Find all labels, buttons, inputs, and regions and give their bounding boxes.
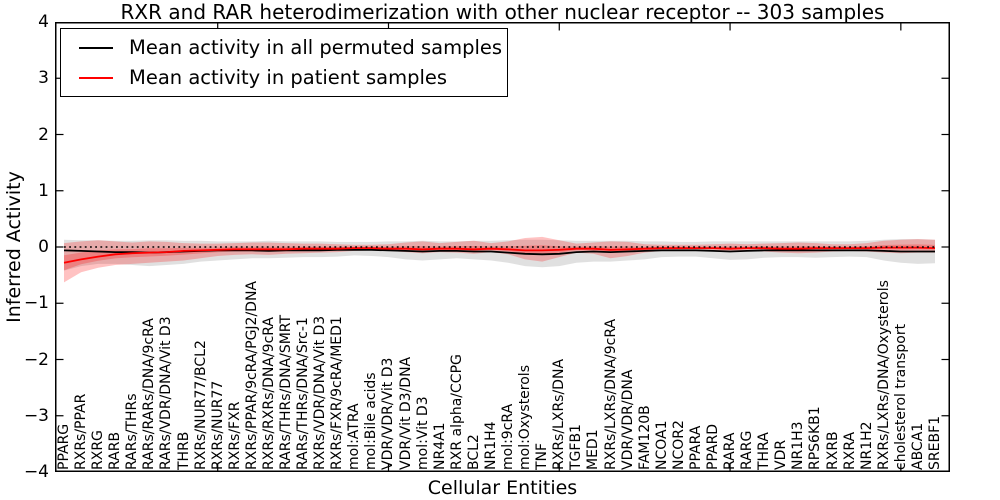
y-tick-label: 1 <box>38 180 49 201</box>
x-category-label: RXRs/PPAR <box>73 393 90 470</box>
x-category-label: RXRA <box>841 431 858 470</box>
x-category-label: RARs/VDR/DNA/Vit D3 <box>158 316 175 470</box>
x-category-label: VDR <box>773 439 790 470</box>
x-category-label: RARs/THRs/DNA/SMRT <box>278 314 295 470</box>
y-tick-label: 2 <box>38 124 49 145</box>
x-category-label: NR1H2 <box>858 421 875 470</box>
patient-line-sample <box>79 76 113 79</box>
x-category-label: mol:9cRA <box>500 403 517 470</box>
x-category-label: RXR alpha/CCPG <box>448 354 465 470</box>
legend-label: Mean activity in patient samples <box>129 66 448 89</box>
x-category-label: THRB <box>175 431 192 470</box>
x-category-label: mol:Bile acids <box>363 372 380 470</box>
x-category-label: NR4A1 <box>431 422 448 470</box>
x-category-label: RXRB <box>824 431 841 470</box>
x-category-label: RXRs/NUR77/BCL2 <box>192 340 209 470</box>
x-category-label: FAM120B <box>636 405 653 470</box>
x-category-label: MED1 <box>585 429 602 470</box>
x-category-label: RARs/THRs/DNA/Src-1 <box>295 317 312 470</box>
legend-item-permuted: Mean activity in all permuted samples <box>79 36 507 59</box>
y-tick-label: 0 <box>38 237 49 257</box>
y-tick-label: 3 <box>38 68 49 89</box>
x-category-label: RXRs/LXRs/DNA/9cRA <box>602 318 619 470</box>
x-category-label: NR1H4 <box>482 421 499 470</box>
x-category-label: RARs/RARs/DNA/9cRA <box>141 318 158 470</box>
y-tick-label: −3 <box>23 405 49 426</box>
x-category-label: PPARG <box>56 423 72 470</box>
legend-label: Mean activity in all permuted samples <box>129 36 503 59</box>
x-category-label: PPARD <box>704 423 721 470</box>
x-category-label: VDR/Vit D3/DNA <box>397 356 414 470</box>
x-category-label: RPS6KB1 <box>807 406 824 470</box>
y-tick-label: −4 <box>23 462 49 482</box>
x-category-label: RXRs/LXRs/DNA/Oxysterols <box>875 280 892 470</box>
x-category-label: mol:Vit D3 <box>414 396 431 470</box>
x-category-label: RXRs/VDR/DNA/Vit D3 <box>312 315 329 470</box>
patient-mean-line <box>63 246 936 264</box>
y-tick-label: 4 <box>38 12 49 32</box>
x-category-label: RARs/THRs <box>124 393 141 470</box>
x-category-label: RXRs/LXRs/DNA <box>551 358 568 470</box>
chart-canvas <box>55 22 950 472</box>
x-category-label: SREBF1 <box>927 415 943 470</box>
x-category-label: TNF <box>534 442 551 470</box>
legend-item-patient: Mean activity in patient samples <box>79 66 507 89</box>
y-tick-label: −1 <box>23 293 49 314</box>
x-category-label: ABCA1 <box>909 422 926 470</box>
y-tick-label: −2 <box>23 349 49 370</box>
x-category-label: PPARA <box>687 425 704 470</box>
x-axis-label: Cellular Entities <box>427 477 578 499</box>
x-category-label: NCOA1 <box>653 420 670 470</box>
x-category-label: BCL2 <box>465 434 482 470</box>
axis-ticks <box>56 22 949 472</box>
x-category-label: RXRs/PPAR/9cRA/PGJ2/DNA <box>243 281 260 470</box>
x-category-label: VDR/VDR/DNA <box>619 369 636 470</box>
chart-title: RXR and RAR heterodimerization with othe… <box>120 0 885 24</box>
x-category-label: NR1H3 <box>790 421 807 470</box>
x-category-label: RARB <box>107 431 124 470</box>
x-category-label: RXRs/FXR/9cRA/MED1 <box>329 316 346 470</box>
x-category-label: RXRs/FXR <box>226 401 243 470</box>
x-category-label: mol:ATRA <box>346 403 363 470</box>
x-category-label: TGFB1 <box>568 424 585 470</box>
x-category-label: RXRs/NUR77 <box>209 380 226 470</box>
x-category-label: RXRG <box>90 430 107 470</box>
x-category-label: RARA <box>722 432 739 470</box>
x-category-label: cholesterol transport <box>892 323 909 470</box>
x-category-label: RARG <box>739 430 756 470</box>
x-category-label: VDR/VDR/Vit D3 <box>380 357 397 470</box>
permuted-range-band <box>64 239 935 271</box>
x-category-label: THRA <box>756 432 773 470</box>
permuted-line-sample <box>79 46 113 49</box>
x-category-label: mol:Oxysterols <box>517 365 534 470</box>
x-category-label: NCOR2 <box>670 420 687 470</box>
x-category-label: RXRs/RXRs/DNA/9cRA <box>260 316 277 470</box>
plot-frame <box>55 22 950 472</box>
legend: Mean activity in all permuted samples Me… <box>60 28 508 97</box>
